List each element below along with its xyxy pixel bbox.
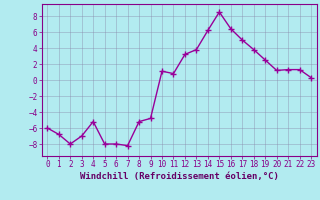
X-axis label: Windchill (Refroidissement éolien,°C): Windchill (Refroidissement éolien,°C) (80, 172, 279, 181)
